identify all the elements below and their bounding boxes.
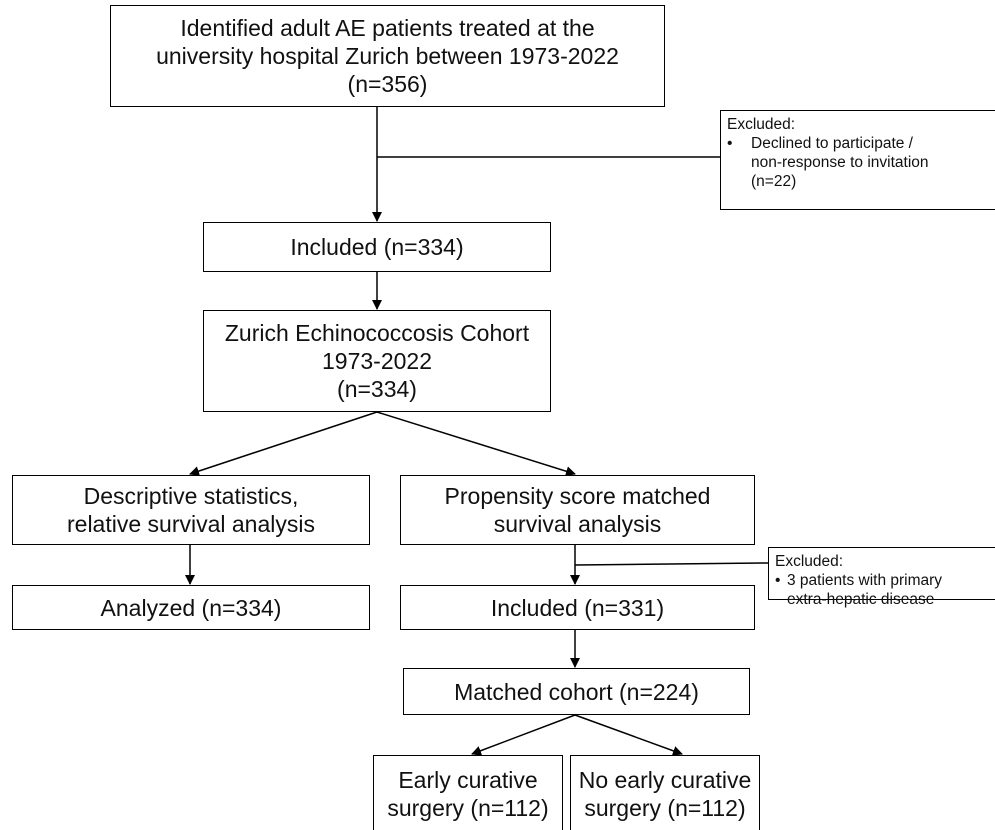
box-text: survival analysis [493, 511, 662, 537]
exclusion-line-text: non-response to invitation [751, 154, 929, 171]
box-text: university hospital Zurich between 1973-… [156, 43, 619, 69]
box-text: 1973-2022 [322, 348, 432, 374]
flow-box: Analyzed (n=334) [12, 585, 370, 630]
flow-box: No early curative surgery (n=112) [570, 755, 760, 830]
flow-box: Early curative surgery (n=112) [373, 755, 563, 830]
exclusion-text: 3 patients with primary extra-hepatic dis… [787, 571, 942, 609]
box-text: No early curative [578, 767, 752, 793]
exclusion-line [574, 562, 769, 566]
box-text: (n=356) [347, 71, 428, 97]
arrow [471, 714, 576, 756]
exclusion-box: Excluded: • Declined to participate / non-r… [720, 110, 995, 210]
flow-box: Included (n=331) [400, 585, 755, 630]
box-text: Analyzed (n=334) [100, 594, 282, 621]
flow-box: Zurich Echinococcosis Cohort 1973-2022 (n=… [203, 310, 551, 412]
arrow [376, 411, 576, 477]
exclusion-text: Declined to participate / non-response to… [751, 134, 929, 191]
flow-box: Propensity score matched survival analysi… [400, 475, 755, 545]
exclusion-heading: Excluded: [727, 116, 796, 133]
exclusion-heading: Excluded: [775, 553, 844, 570]
box-text: Included (n=331) [490, 594, 665, 621]
exclusion-item: • Declined to participate / non-response t… [727, 134, 993, 191]
box-text: Early curative [398, 767, 538, 793]
flow-box: Descriptive statistics, relative survival… [12, 475, 370, 545]
exclusion-line-text: (n=22) [751, 173, 797, 190]
box-text: surgery (n=112) [387, 795, 549, 821]
flow-box: Matched cohort (n=224) [403, 668, 750, 715]
exclusion-box: Excluded: • 3 patients with primary extra-h… [768, 547, 995, 608]
exclusion-line-text: Declined to participate / [751, 135, 913, 152]
box-text: Propensity score matched [444, 483, 711, 509]
exclusion-line-text: 3 patients with primary [787, 572, 943, 589]
exclusion-item: • 3 patients with primary extra-hepatic di… [775, 571, 993, 609]
arrow [189, 411, 378, 476]
box-text: Descriptive statistics, [83, 483, 299, 509]
box-text: surgery (n=112) [584, 795, 746, 821]
exclusion-line-text: extra-hepatic disease [787, 591, 935, 608]
box-text: relative survival analysis [67, 511, 315, 537]
flow-box: Included (n=334) [203, 222, 551, 272]
bullet: • [775, 572, 781, 589]
box-text: Identified adult AE patients treated at … [180, 15, 595, 41]
bullet: • [727, 135, 733, 152]
box-text: Matched cohort (n=224) [454, 678, 699, 705]
flow-box: Identified adult AE patients treated at … [110, 5, 665, 107]
box-text: Included (n=334) [290, 234, 464, 260]
box-text: Zurich Echinococcosis Cohort [224, 320, 530, 346]
arrow [574, 714, 683, 756]
box-text: (n=334) [337, 376, 417, 402]
